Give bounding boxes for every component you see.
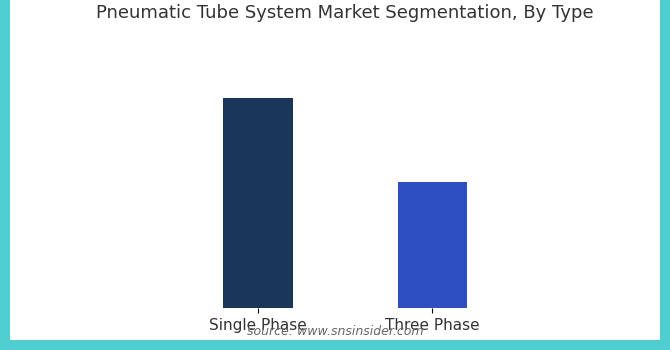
Title: Pneumatic Tube System Market Segmentation, By Type: Pneumatic Tube System Market Segmentatio… <box>96 4 594 22</box>
Bar <box>397 182 468 308</box>
Text: source: www.snsinsider.com: source: www.snsinsider.com <box>247 325 423 338</box>
Bar <box>222 98 293 308</box>
